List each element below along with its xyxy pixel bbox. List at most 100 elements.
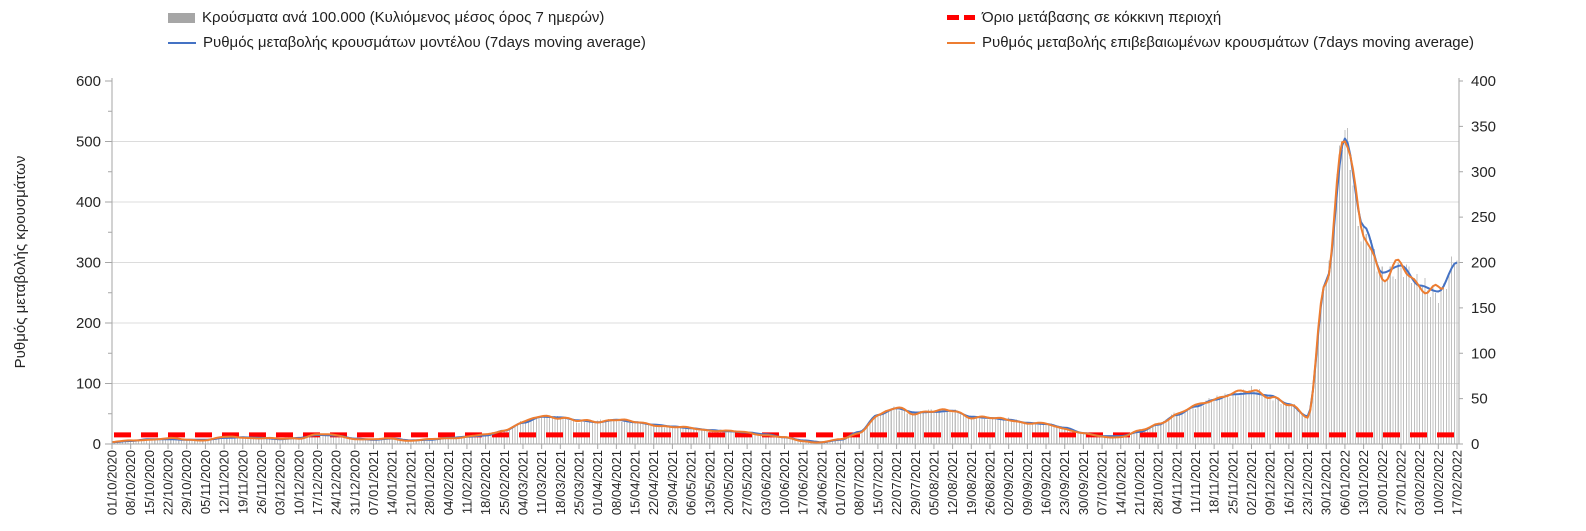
bar bbox=[1301, 413, 1303, 444]
bar bbox=[1309, 410, 1311, 444]
bar bbox=[1202, 405, 1205, 444]
bar bbox=[1312, 390, 1314, 444]
bar bbox=[426, 439, 428, 444]
bar bbox=[1208, 397, 1210, 444]
y-tick-label-right: 300 bbox=[1471, 164, 1496, 181]
x-tick-label: 18/11/2021 bbox=[1207, 450, 1222, 514]
bar bbox=[1317, 337, 1319, 444]
bar bbox=[1114, 437, 1116, 444]
legend-label-cases-bars: Κρούσματα ανά 100.000 (Κυλιόμενος μέσος … bbox=[202, 9, 605, 26]
bar bbox=[1026, 423, 1028, 444]
bar bbox=[1173, 412, 1175, 444]
bar bbox=[226, 437, 228, 444]
x-tick-label: 20/05/2021 bbox=[721, 450, 736, 515]
bar bbox=[1392, 276, 1394, 444]
bar bbox=[594, 421, 596, 444]
bar bbox=[495, 432, 497, 444]
bar bbox=[746, 431, 748, 444]
bar bbox=[1408, 266, 1410, 444]
x-tick-label: 26/08/2021 bbox=[983, 450, 998, 515]
bar bbox=[757, 433, 759, 444]
x-tick-label: 11/02/2021 bbox=[459, 450, 474, 514]
bar bbox=[1165, 419, 1167, 444]
bar bbox=[869, 421, 871, 444]
bar bbox=[1285, 402, 1287, 444]
bar bbox=[159, 439, 161, 444]
bar bbox=[1008, 417, 1010, 444]
bar bbox=[1234, 393, 1237, 444]
bar bbox=[143, 439, 145, 444]
bar bbox=[1264, 397, 1266, 444]
bar bbox=[1178, 413, 1181, 444]
bar bbox=[1085, 433, 1087, 444]
bar bbox=[1432, 286, 1434, 444]
x-tick-label: 10/06/2021 bbox=[777, 450, 792, 515]
bar bbox=[647, 424, 649, 444]
bar bbox=[1240, 392, 1242, 444]
bar bbox=[258, 437, 260, 444]
bar bbox=[896, 406, 898, 444]
bar bbox=[383, 438, 385, 444]
bar bbox=[477, 434, 479, 444]
bar bbox=[968, 417, 970, 444]
bar bbox=[146, 439, 148, 444]
bar bbox=[1437, 302, 1439, 444]
bar bbox=[1082, 434, 1084, 444]
bar bbox=[1050, 423, 1052, 444]
bar bbox=[1133, 432, 1135, 444]
x-tick-label: 29/04/2021 bbox=[665, 450, 680, 515]
bar bbox=[1029, 424, 1031, 444]
x-tick-label: 01/07/2021 bbox=[833, 450, 848, 515]
bar bbox=[989, 417, 991, 444]
x-tick-label: 28/01/2021 bbox=[422, 450, 437, 515]
bar bbox=[300, 437, 303, 444]
bar bbox=[864, 430, 866, 444]
bar bbox=[167, 438, 169, 444]
bar bbox=[791, 439, 794, 444]
bar bbox=[1221, 398, 1223, 444]
bar bbox=[1093, 435, 1095, 444]
bar bbox=[783, 437, 786, 444]
bar bbox=[925, 412, 927, 444]
bar bbox=[151, 439, 153, 444]
x-tick-label: 02/12/2021 bbox=[1244, 450, 1259, 515]
bar bbox=[140, 440, 142, 444]
bar bbox=[1336, 173, 1338, 444]
bar bbox=[727, 430, 730, 444]
bar bbox=[447, 437, 449, 444]
bar bbox=[231, 437, 233, 444]
bar bbox=[1245, 392, 1247, 444]
bar bbox=[1421, 287, 1423, 444]
bar bbox=[162, 438, 164, 444]
bar bbox=[703, 429, 705, 444]
bar bbox=[589, 420, 591, 444]
bar bbox=[290, 438, 292, 444]
bar bbox=[445, 437, 447, 444]
bar bbox=[938, 410, 940, 444]
bar bbox=[354, 438, 356, 444]
bar bbox=[1363, 226, 1365, 444]
x-tick-label: 23/09/2021 bbox=[1057, 450, 1072, 515]
bar bbox=[599, 419, 601, 444]
bar bbox=[1451, 256, 1453, 444]
bar bbox=[1181, 410, 1183, 444]
bar bbox=[837, 439, 839, 444]
bar bbox=[175, 439, 177, 444]
bar bbox=[1005, 418, 1007, 444]
bar bbox=[399, 438, 401, 444]
bar bbox=[415, 440, 417, 444]
bar bbox=[1280, 404, 1282, 444]
bar bbox=[554, 415, 556, 444]
bar bbox=[346, 437, 348, 444]
bar bbox=[1074, 432, 1076, 444]
bar bbox=[517, 424, 519, 444]
x-tick-label: 15/10/2020 bbox=[142, 450, 157, 515]
bar bbox=[1205, 400, 1207, 444]
y-tick-label-left: 300 bbox=[76, 255, 101, 272]
bar bbox=[984, 418, 986, 444]
bar bbox=[992, 418, 994, 444]
bars-layer bbox=[111, 128, 1458, 445]
x-tick-label: 17/12/2020 bbox=[310, 450, 325, 515]
bar bbox=[487, 434, 489, 444]
bar bbox=[839, 439, 842, 444]
